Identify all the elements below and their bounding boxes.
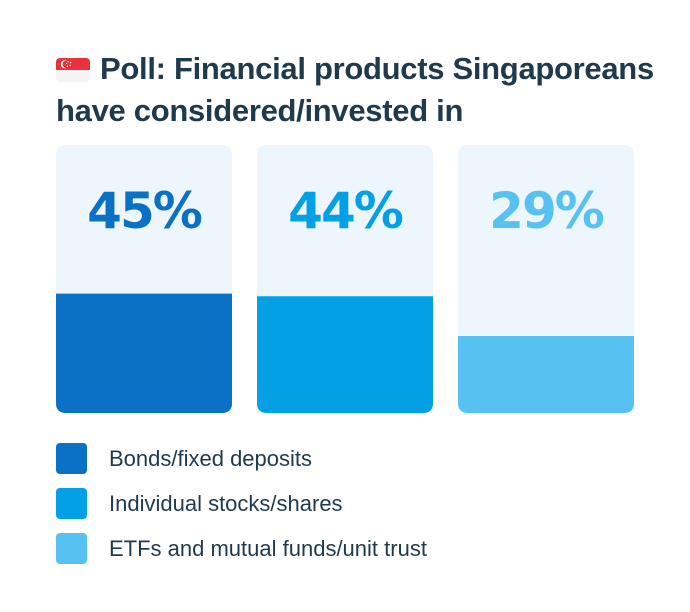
legend-swatch: [56, 533, 87, 564]
legend-label: ETFs and mutual funds/unit trust: [109, 535, 427, 561]
legend-item: Bonds/fixed deposits: [56, 436, 427, 481]
singapore-flag-icon: [56, 58, 90, 82]
bar-value-label: 45%: [87, 182, 202, 240]
legend-label: Bonds/fixed deposits: [109, 445, 313, 471]
legend-label: Individual stocks/shares: [109, 490, 343, 516]
bar: [257, 296, 433, 413]
bar: [458, 336, 634, 413]
legend: Bonds/fixed deposits Individual stocks/sh…: [56, 436, 427, 571]
chart-title-text: Poll: Financial products Singaporeans ha…: [56, 51, 654, 128]
legend-swatch: [56, 443, 87, 474]
legend-item: Individual stocks/shares: [56, 481, 427, 526]
bar-value-label: 44%: [288, 182, 403, 240]
legend-swatch: [56, 488, 87, 519]
chart-title: Poll: Financial products Singaporeans ha…: [56, 48, 666, 132]
bar-value-label: 29%: [489, 182, 604, 240]
bar: [56, 293, 232, 413]
legend-item: ETFs and mutual funds/unit trust: [56, 526, 427, 571]
